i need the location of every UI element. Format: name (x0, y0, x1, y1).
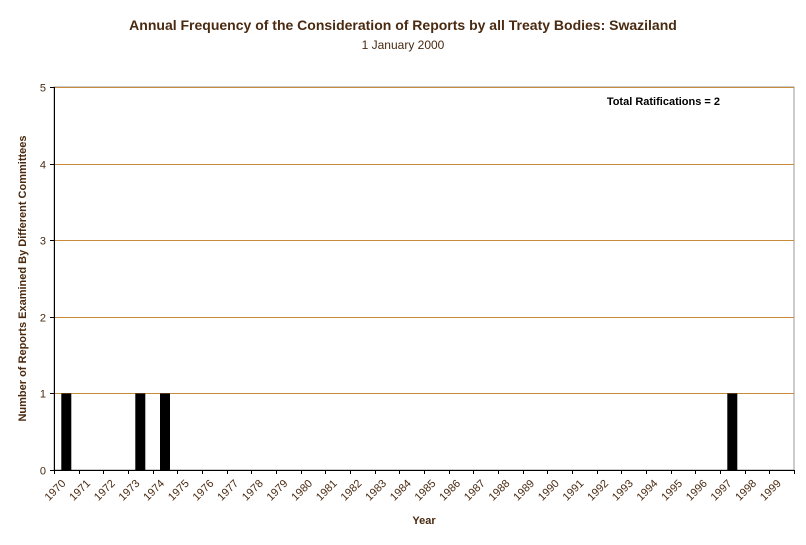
y-tick-label: 2 (40, 313, 46, 325)
x-tick-label: 1971 (67, 478, 93, 504)
x-tick-label: 1977 (215, 478, 241, 504)
x-tick-label: 1976 (191, 478, 217, 504)
x-tick-label: 1982 (339, 478, 365, 504)
x-tick-label: 1974 (141, 478, 167, 504)
chart-subtitle: 1 January 2000 (361, 38, 445, 52)
chart-title: Annual Frequency of the Consideration of… (129, 17, 677, 33)
x-tick-label: 1999 (758, 478, 784, 504)
bar-1973 (135, 393, 146, 470)
x-tick-label: 1990 (536, 478, 562, 504)
y-tick-label: 4 (40, 160, 46, 172)
x-tick-label: 1970 (43, 478, 69, 504)
x-axis-title: Year (412, 515, 436, 527)
x-tick-label: 1983 (363, 478, 389, 504)
x-tick-label: 1995 (659, 478, 685, 504)
bar-1974 (160, 393, 170, 470)
axes (50, 87, 795, 474)
x-tick-label: 1996 (684, 478, 710, 504)
x-tick-label: 1980 (289, 478, 315, 504)
x-tick-label: 1988 (487, 478, 513, 504)
bar-1997 (727, 393, 738, 470)
x-tick-label: 1979 (265, 478, 291, 504)
x-tick-label: 1989 (511, 478, 537, 504)
x-tick-label: 1993 (610, 478, 636, 504)
y-axis-title: Number of Reports Examined By Different … (17, 135, 29, 421)
tick-labels: 0123451970197119721973197419751976197719… (40, 83, 784, 504)
bar-1970 (61, 393, 72, 470)
bars (61, 393, 738, 470)
total-ratifications-annotation: Total Ratifications = 2 (607, 96, 720, 108)
y-tick-label: 5 (40, 83, 46, 95)
x-tick-label: 1981 (314, 478, 340, 504)
x-tick-label: 1973 (117, 478, 143, 504)
x-tick-label: 1994 (635, 478, 661, 504)
x-tick-label: 1985 (413, 478, 439, 504)
x-tick-label: 1978 (240, 478, 266, 504)
x-tick-label: 1975 (166, 478, 192, 504)
x-tick-label: 1991 (561, 478, 587, 504)
x-tick-label: 1997 (709, 478, 735, 504)
y-tick-label: 1 (40, 389, 46, 401)
x-tick-label: 1972 (92, 478, 118, 504)
x-tick-label: 1987 (462, 478, 488, 504)
x-tick-label: 1998 (733, 478, 759, 504)
x-tick-label: 1992 (585, 478, 611, 504)
y-tick-label: 3 (40, 236, 46, 248)
y-tick-label: 0 (40, 466, 46, 478)
x-tick-label: 1984 (388, 478, 414, 504)
x-tick-label: 1986 (437, 478, 463, 504)
